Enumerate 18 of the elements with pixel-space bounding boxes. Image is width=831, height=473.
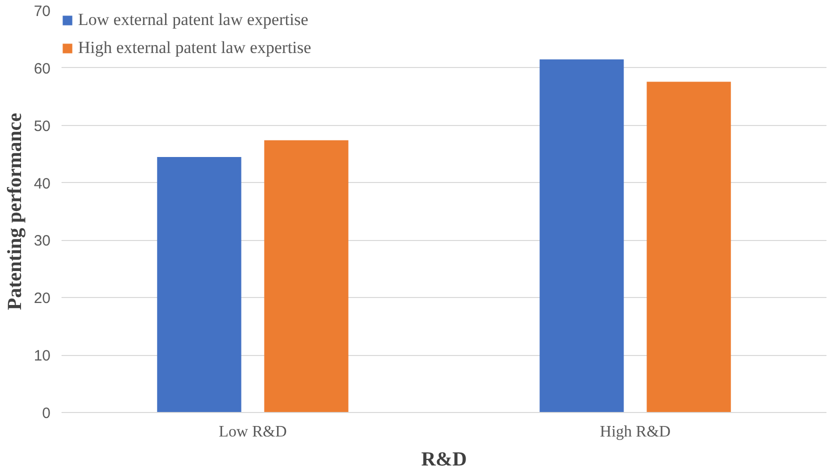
y-tick-label: 0 <box>42 405 50 422</box>
legend-label: High external patent law expertise <box>78 38 312 58</box>
y-tick-label: 50 <box>34 118 51 135</box>
y-tick-label: 40 <box>34 175 51 192</box>
y-tick-label: 30 <box>34 232 51 250</box>
y-tick-label: 70 <box>34 3 51 20</box>
bar <box>264 140 348 412</box>
y-tick-label: 10 <box>34 348 51 365</box>
y-axis-title: Patenting performance <box>4 112 26 310</box>
y-tick-label: 60 <box>34 60 51 78</box>
x-tick-label: High R&D <box>600 424 671 440</box>
bar <box>540 59 624 412</box>
y-tick-label: 20 <box>34 290 51 308</box>
legend-label: Low external patent law expertise <box>78 10 308 30</box>
bar <box>157 156 242 412</box>
x-tick-label: Low R&D <box>218 424 287 440</box>
x-axis-title: R&D <box>421 448 467 470</box>
bar <box>646 82 731 412</box>
